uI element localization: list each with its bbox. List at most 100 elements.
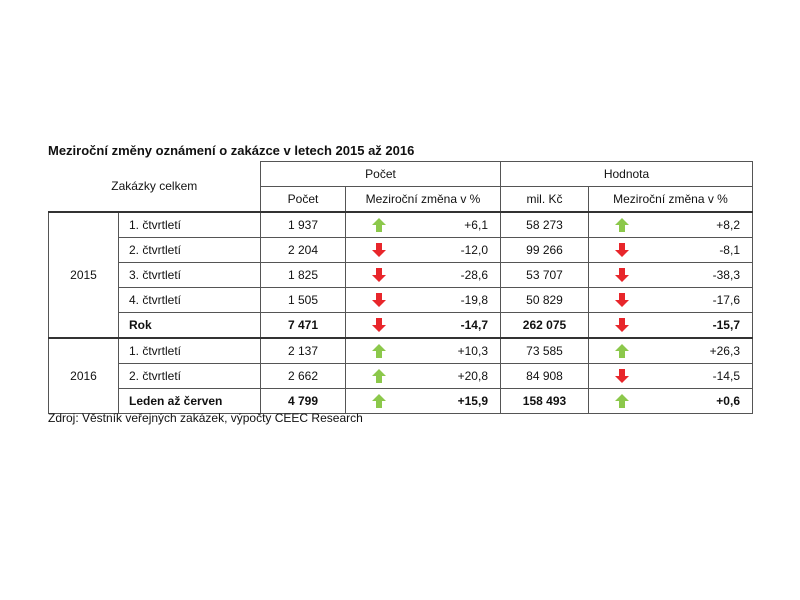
header-column: Meziroční změna v % bbox=[588, 186, 753, 213]
header-group: Počet bbox=[260, 161, 501, 187]
arrow-down bbox=[615, 318, 629, 332]
row-label: Rok bbox=[118, 312, 261, 339]
value-change-cell: -8,1 bbox=[588, 237, 753, 263]
change-wrap: +6,1 bbox=[346, 217, 500, 233]
row-label: 1. čtvrtletí bbox=[118, 211, 261, 238]
header-column: mil. Kč bbox=[500, 186, 589, 213]
value-change-cell: +26,3 bbox=[588, 337, 753, 364]
change-wrap: +15,9 bbox=[346, 393, 500, 409]
table-row: 2. čtvrtletí 2 204 -12,0 99 266 -8,1 bbox=[49, 237, 753, 263]
arrow-down bbox=[372, 293, 386, 307]
value-change-cell: +8,2 bbox=[588, 211, 753, 238]
arrow-down bbox=[615, 369, 629, 383]
value-change: +0,6 bbox=[716, 394, 740, 408]
value-change: -17,6 bbox=[712, 293, 740, 307]
value-cell: 73 585 bbox=[500, 337, 589, 364]
change-wrap: -17,6 bbox=[589, 292, 752, 308]
value-change: +8,2 bbox=[716, 218, 740, 232]
count-change-cell: -19,8 bbox=[345, 287, 501, 313]
change-wrap: -14,5 bbox=[589, 368, 752, 384]
count-change-cell: +15,9 bbox=[345, 388, 501, 414]
arrow-up bbox=[615, 344, 629, 358]
count-change-cell: +10,3 bbox=[345, 337, 501, 364]
year-cell: 2016 bbox=[48, 337, 119, 414]
table-row: Rok 7 471 -14,7 262 075 -15,7 bbox=[49, 312, 753, 339]
arrow-down bbox=[372, 243, 386, 257]
value-change: -38,3 bbox=[712, 268, 740, 282]
arrow-shape bbox=[372, 344, 386, 358]
value-change: -8,1 bbox=[719, 243, 740, 257]
change-wrap: +10,3 bbox=[346, 343, 500, 359]
value-cell: 158 493 bbox=[500, 388, 589, 414]
value-change: +26,3 bbox=[709, 344, 740, 358]
arrow-down bbox=[615, 243, 629, 257]
value-change-cell: -14,5 bbox=[588, 363, 753, 389]
value-cell: 99 266 bbox=[500, 237, 589, 263]
count-cell: 2 204 bbox=[260, 237, 346, 263]
count-cell: 1 505 bbox=[260, 287, 346, 313]
count-cell: 2 137 bbox=[260, 337, 346, 364]
value-change-cell: +0,6 bbox=[588, 388, 753, 414]
arrow-shape bbox=[372, 318, 386, 332]
table-row: Leden až červen 4 799 +15,9 158 493 +0,6 bbox=[49, 388, 753, 414]
arrow-down bbox=[372, 318, 386, 332]
arrow-shape bbox=[615, 268, 629, 282]
change-wrap: +26,3 bbox=[589, 343, 752, 359]
arrow-shape bbox=[372, 243, 386, 257]
arrow-up bbox=[615, 394, 629, 408]
value-change-cell: -38,3 bbox=[588, 262, 753, 288]
arrow-shape bbox=[372, 268, 386, 282]
arrow-shape bbox=[372, 369, 386, 383]
count-change: +20,8 bbox=[457, 369, 488, 383]
row-label: 3. čtvrtletí bbox=[118, 262, 261, 288]
change-wrap: -12,0 bbox=[346, 242, 500, 258]
data-table: Zakázky celkem Počet Hodnota Počet Mezir… bbox=[48, 161, 753, 414]
change-wrap: -19,8 bbox=[346, 292, 500, 308]
count-change: +6,1 bbox=[464, 218, 488, 232]
count-cell: 1 937 bbox=[260, 211, 346, 238]
count-cell: 1 825 bbox=[260, 262, 346, 288]
table-row: 2. čtvrtletí 2 662 +20,8 84 908 -14,5 bbox=[49, 363, 753, 389]
value-change-cell: -17,6 bbox=[588, 287, 753, 313]
value-change-cell: -15,7 bbox=[588, 312, 753, 339]
count-change-cell: +20,8 bbox=[345, 363, 501, 389]
table-row: 2016 1. čtvrtletí 2 137 +10,3 73 585 +26,3 bbox=[48, 337, 753, 414]
arrow-shape bbox=[615, 243, 629, 257]
count-change: +15,9 bbox=[457, 394, 488, 408]
arrow-shape bbox=[372, 293, 386, 307]
change-wrap: +8,2 bbox=[589, 217, 752, 233]
arrow-shape bbox=[615, 369, 629, 383]
arrow-shape bbox=[372, 218, 386, 232]
header-column: Počet bbox=[260, 186, 346, 213]
header-column: Meziroční změna v % bbox=[345, 186, 501, 213]
count-cell: 7 471 bbox=[260, 312, 346, 339]
count-change: -14,7 bbox=[460, 318, 488, 332]
arrow-down bbox=[615, 268, 629, 282]
change-wrap: -8,1 bbox=[589, 242, 752, 258]
value-cell: 50 829 bbox=[500, 287, 589, 313]
value-cell: 58 273 bbox=[500, 211, 589, 238]
count-change-cell: -14,7 bbox=[345, 312, 501, 339]
arrow-up bbox=[372, 218, 386, 232]
count-change: +10,3 bbox=[457, 344, 488, 358]
value-cell: 84 908 bbox=[500, 363, 589, 389]
arrow-shape bbox=[615, 344, 629, 358]
header-group: Hodnota bbox=[500, 161, 753, 187]
count-change-cell: -28,6 bbox=[345, 262, 501, 288]
row-label: 1. čtvrtletí bbox=[118, 337, 261, 364]
count-cell: 2 662 bbox=[260, 363, 346, 389]
value-cell: 262 075 bbox=[500, 312, 589, 339]
table-row: 2015 1. čtvrtletí 1 937 +6,1 58 273 +8,2 bbox=[48, 211, 753, 339]
year-cell: 2015 bbox=[48, 211, 119, 339]
change-wrap: -14,7 bbox=[346, 317, 500, 333]
change-wrap: +20,8 bbox=[346, 368, 500, 384]
value-cell: 53 707 bbox=[500, 262, 589, 288]
source-note: Zdroj: Věstník veřejných zakázek, výpočt… bbox=[48, 411, 363, 425]
change-wrap: -38,3 bbox=[589, 267, 752, 283]
arrow-up bbox=[372, 344, 386, 358]
arrow-shape bbox=[615, 293, 629, 307]
table-row: 4. čtvrtletí 1 505 -19,8 50 829 -17,6 bbox=[49, 287, 753, 313]
count-change-cell: -12,0 bbox=[345, 237, 501, 263]
change-wrap: -28,6 bbox=[346, 267, 500, 283]
